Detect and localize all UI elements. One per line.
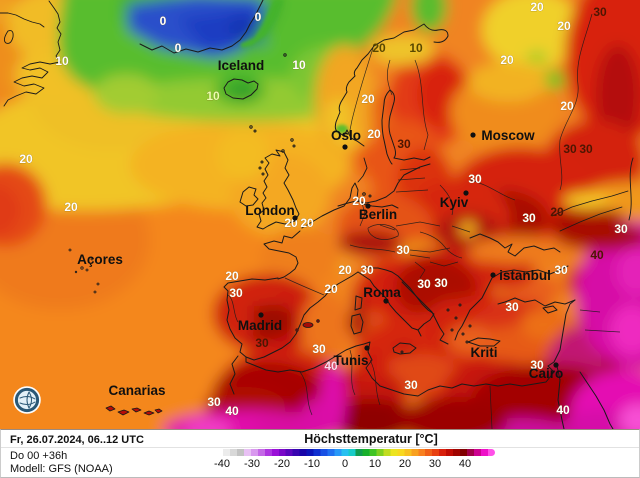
svg-text:30: 30 <box>229 286 243 300</box>
svg-text:Madrid: Madrid <box>238 318 282 333</box>
svg-text:20: 20 <box>500 53 514 67</box>
svg-text:30: 30 <box>360 263 374 277</box>
svg-text:Cairo: Cairo <box>529 366 564 381</box>
svg-text:30: 30 <box>554 263 568 277</box>
svg-text:40: 40 <box>590 248 604 262</box>
svg-text:20: 20 <box>557 19 571 33</box>
svg-text:30: 30 <box>404 378 418 392</box>
svg-text:30: 30 <box>593 5 607 19</box>
svg-text:20: 20 <box>367 127 381 141</box>
svg-text:20: 20 <box>324 282 338 296</box>
svg-text:10: 10 <box>55 54 69 68</box>
svg-text:Kriti: Kriti <box>471 345 498 360</box>
svg-text:30: 30 <box>396 243 410 257</box>
svg-text:0: 0 <box>255 10 262 24</box>
svg-text:30: 30 <box>563 142 577 156</box>
svg-text:Iceland: Iceland <box>218 58 265 73</box>
svg-text:30: 30 <box>312 342 326 356</box>
svg-text:10: 10 <box>409 41 423 55</box>
svg-text:20: 20 <box>64 200 78 214</box>
svg-text:20: 20 <box>372 41 386 55</box>
svg-text:30: 30 <box>505 300 519 314</box>
svg-text:Canarias: Canarias <box>108 383 165 398</box>
svg-text:Tunis: Tunis <box>334 353 369 368</box>
svg-text:London: London <box>245 203 294 218</box>
svg-text:40: 40 <box>324 359 338 373</box>
svg-text:30: 30 <box>468 172 482 186</box>
svg-text:30: 30 <box>417 277 431 291</box>
svg-text:30: 30 <box>522 211 536 225</box>
svg-text:20: 20 <box>19 152 33 166</box>
svg-text:0: 0 <box>160 14 167 28</box>
svg-text:10: 10 <box>292 58 306 72</box>
svg-text:20: 20 <box>550 205 564 219</box>
svg-text:40: 40 <box>556 403 570 417</box>
svg-text:30: 30 <box>579 142 593 156</box>
svg-text:Açores: Açores <box>77 252 123 267</box>
svg-text:20: 20 <box>300 216 314 230</box>
svg-text:istanbul: istanbul <box>499 268 551 283</box>
svg-text:30: 30 <box>397 137 411 151</box>
svg-text:Oslo: Oslo <box>331 128 361 143</box>
svg-text:20: 20 <box>338 263 352 277</box>
svg-text:20: 20 <box>225 269 239 283</box>
svg-text:30: 30 <box>255 336 269 350</box>
svg-text:20: 20 <box>361 92 375 106</box>
svg-text:Kyiv: Kyiv <box>440 195 469 210</box>
svg-text:20: 20 <box>352 194 366 208</box>
svg-text:30: 30 <box>530 358 544 372</box>
svg-text:40: 40 <box>225 404 239 418</box>
svg-text:20: 20 <box>530 0 544 14</box>
svg-text:Berlin: Berlin <box>359 207 397 222</box>
svg-text:Moscow: Moscow <box>481 128 535 143</box>
svg-text:0: 0 <box>175 41 182 55</box>
svg-text:30: 30 <box>207 395 221 409</box>
svg-text:Roma: Roma <box>363 285 401 300</box>
svg-text:30: 30 <box>614 222 628 236</box>
svg-text:10: 10 <box>206 89 220 103</box>
svg-text:20: 20 <box>560 99 574 113</box>
svg-text:30: 30 <box>434 276 448 290</box>
